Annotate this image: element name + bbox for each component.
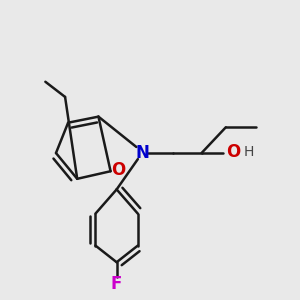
Text: H: H: [243, 145, 254, 159]
Text: N: N: [136, 144, 149, 162]
Text: F: F: [111, 275, 122, 293]
Text: O: O: [226, 143, 240, 161]
Text: O: O: [111, 161, 125, 179]
